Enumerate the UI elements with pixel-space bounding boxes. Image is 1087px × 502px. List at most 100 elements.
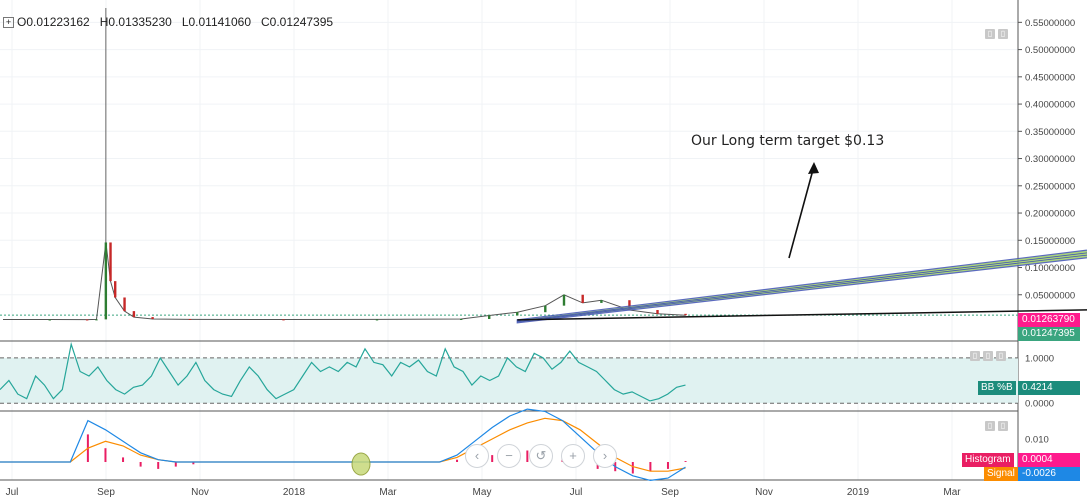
zoom-out-icon[interactable]: −: [497, 444, 521, 468]
trend-channel-mid-upper: [517, 252, 1087, 322]
scroll-right-icon[interactable]: ›: [593, 444, 617, 468]
time-tick-label: Mar: [943, 487, 961, 498]
price-candle: [628, 300, 631, 311]
price-tick-label: 0.40000000: [1025, 100, 1075, 111]
histogram-bar: [666, 462, 669, 469]
trend-channel-mid-lower: [517, 254, 1087, 323]
price-candle: [600, 300, 603, 303]
time-tick-label: Sep: [661, 487, 679, 498]
last-price-lower-tag: 0.01247395: [1018, 327, 1080, 341]
ohlc-low: L0.01141060: [181, 15, 251, 29]
histogram-name-tag: Histogram: [962, 453, 1014, 467]
price-tick-label: 0.30000000: [1025, 154, 1075, 165]
move-up-icon[interactable]: ▯: [970, 351, 980, 361]
ohlc-legend: + O0.01223162 H0.01335230 L0.01141060 C0.012…: [3, 15, 343, 29]
time-tick-label: Mar: [379, 487, 397, 498]
price-candle: [684, 313, 687, 316]
histogram-bar: [456, 459, 459, 462]
price-tick-label: 0.05000000: [1025, 290, 1075, 301]
price-candle: [375, 319, 379, 321]
price-tick-label: 0.50000000: [1025, 45, 1075, 56]
close-pane-icon[interactable]: ▯: [996, 351, 1006, 361]
more-icon[interactable]: ▯: [998, 29, 1008, 39]
zoom-in-icon[interactable]: +: [561, 444, 585, 468]
histogram-value-tag: 0.0004: [1018, 453, 1080, 467]
price-candle: [109, 242, 112, 282]
target-annotation[interactable]: Our Long term target $0.13: [691, 133, 885, 149]
price-tick-label: 0.55000000: [1025, 18, 1075, 29]
crossover-highlight: [351, 452, 371, 476]
histogram-bar: [192, 462, 195, 465]
price-candle: [48, 319, 51, 321]
zoom-controls: ‹ − ↺ + ›: [465, 444, 617, 468]
histogram-bar: [631, 462, 634, 474]
price-candle: [114, 281, 117, 298]
price-candle: [104, 242, 108, 320]
price-candle: [562, 294, 566, 306]
histogram-bar: [174, 462, 177, 467]
scroll-left-icon[interactable]: ‹: [465, 444, 489, 468]
price-tick-label: 0.15000000: [1025, 236, 1075, 247]
macd-pane: 0.010: [0, 408, 1049, 482]
price-candle: [132, 311, 136, 318]
price-candle: [188, 319, 192, 321]
maximize-icon[interactable]: ▯: [985, 29, 995, 39]
bb-percent-b-line: [0, 341, 686, 402]
support-line: [517, 309, 1087, 321]
price-axis: 0.55000000 0.50000000 0.45000000 0.40000000…: [1018, 18, 1075, 301]
target-arrow-shaft: [788, 165, 815, 259]
ohlc-close: C0.01247395: [261, 15, 334, 29]
histogram-bar: [684, 461, 687, 462]
target-arrow-head: [808, 162, 819, 174]
price-candle: [656, 310, 659, 314]
time-tick-label: May: [473, 487, 492, 498]
time-tick-label: 2018: [283, 487, 306, 498]
macd-pane-controls[interactable]: ▯ ▯: [985, 421, 1008, 431]
histogram-bar: [491, 455, 494, 462]
last-price-upper-tag: 0.01263790: [1018, 313, 1080, 327]
histogram-bar: [649, 462, 652, 472]
price-candle: [123, 297, 126, 312]
reset-icon[interactable]: ↺: [529, 444, 553, 468]
ohlc-open: O0.01223162: [17, 15, 90, 29]
bb-pane-controls[interactable]: ▯ ▯ ▯: [970, 351, 1006, 361]
macd-tick-label: 0.010: [1025, 435, 1049, 446]
price-tick-label: 0.10000000: [1025, 263, 1075, 274]
price-candle: [459, 319, 463, 321]
price-candle: [85, 319, 89, 321]
close-macd-icon[interactable]: ▯: [998, 421, 1008, 431]
signal-value-tag: -0.0026: [1018, 467, 1080, 481]
signal-name-tag: Signal: [984, 467, 1018, 481]
price-candle: [95, 319, 98, 321]
price-tick-label: 0.25000000: [1025, 181, 1075, 192]
ohlc-high: H0.01335230: [99, 15, 172, 29]
price-tick-label: 0.20000000: [1025, 209, 1075, 220]
time-tick-label: Jul: [6, 487, 19, 498]
price-pane-controls[interactable]: ▯ ▯: [985, 29, 1008, 39]
price-candle: [544, 305, 547, 313]
bb-tick-label: 0.0000: [1025, 399, 1054, 410]
price-tick-label: 0.35000000: [1025, 127, 1075, 138]
histogram-bar: [122, 457, 125, 462]
trend-channel: [516, 249, 1087, 324]
price-candle: [581, 294, 584, 303]
time-tick-label: Sep: [97, 487, 115, 498]
time-tick-label: Nov: [755, 487, 773, 498]
time-axis: Jul Sep Nov 2018 Mar May Jul Sep Nov 2019 Mar: [6, 487, 962, 498]
price-pane: [0, 8, 1087, 324]
time-tick-label: Nov: [191, 487, 209, 498]
maximize-pane-icon[interactable]: ▯: [985, 421, 995, 431]
plus-square-icon[interactable]: +: [3, 17, 14, 29]
price-candle: [151, 317, 154, 320]
time-tick-label: Jul: [570, 487, 583, 498]
time-tick-label: 2019: [847, 487, 870, 498]
bb-band: [0, 357, 1018, 404]
move-down-icon[interactable]: ▯: [983, 351, 993, 361]
bb-name-tag: BB %B: [978, 381, 1016, 395]
price-candle: [282, 319, 285, 321]
price-candle: [488, 315, 491, 320]
price-candle: [516, 312, 519, 316]
price-tick-label: 0.45000000: [1025, 72, 1075, 83]
bb-tick-label: 1.0000: [1025, 353, 1054, 364]
